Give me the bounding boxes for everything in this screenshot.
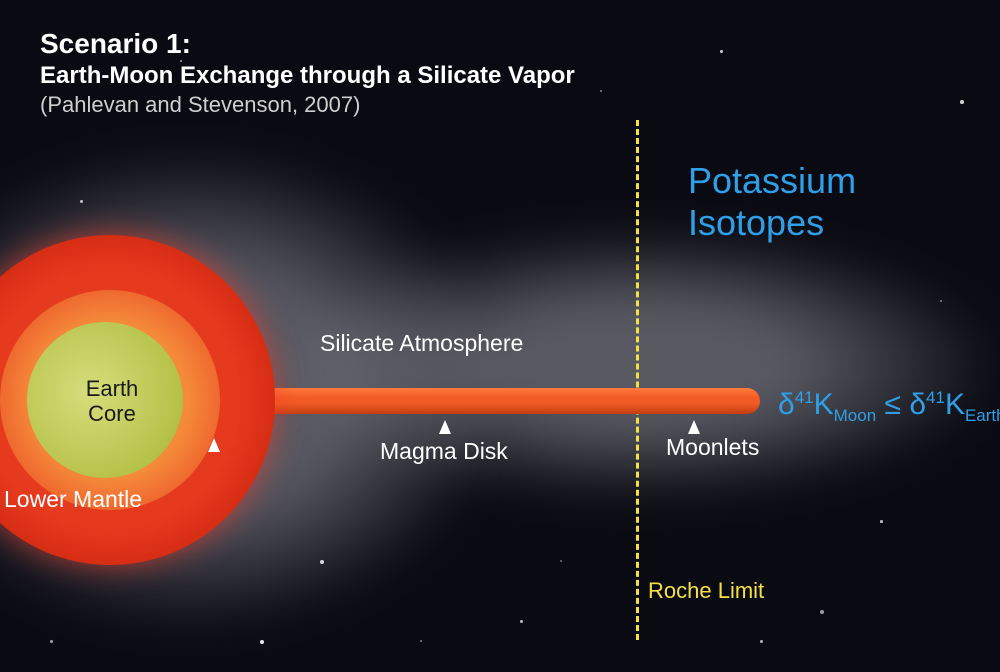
star xyxy=(520,620,523,623)
star xyxy=(880,520,883,523)
star xyxy=(960,100,964,104)
eq-sup-2: 41 xyxy=(926,388,945,407)
star xyxy=(720,50,723,53)
eq-k-2: K xyxy=(945,388,965,421)
scenario-number: Scenario 1: xyxy=(40,28,575,60)
arrow-moonlets xyxy=(688,420,700,434)
lower-mantle-label: Lower Mantle xyxy=(4,486,142,513)
roche-limit-label: Roche Limit xyxy=(648,578,764,604)
potassium-isotopes-heading: Potassium Isotopes xyxy=(688,160,1000,244)
eq-sup-1: 41 xyxy=(795,388,814,407)
earth-core-label-line1: Earth xyxy=(86,376,139,401)
scenario-citation: (Pahlevan and Stevenson, 2007) xyxy=(40,92,575,118)
arrow-magma-disk xyxy=(439,420,451,434)
star xyxy=(420,640,422,642)
star xyxy=(50,640,53,643)
eq-delta-1: δ xyxy=(778,388,795,421)
eq-leq: ≤ xyxy=(876,388,909,421)
eq-sub-moon: Moon xyxy=(834,406,877,425)
eq-delta-2: δ xyxy=(909,388,926,421)
magma-disk-label: Magma Disk xyxy=(380,438,508,465)
earth-core-label-line2: Core xyxy=(88,401,136,426)
title-block: Scenario 1: Earth-Moon Exchange through … xyxy=(40,28,575,118)
moonlets-label: Moonlets xyxy=(666,434,759,461)
roche-limit-line xyxy=(636,120,639,640)
scenario-title: Earth-Moon Exchange through a Silicate V… xyxy=(40,62,575,90)
eq-sub-earth: Earth xyxy=(965,406,1000,425)
eq-k-1: K xyxy=(814,388,834,421)
star xyxy=(600,90,602,92)
earth-core-label: Earth Core xyxy=(72,376,152,427)
star xyxy=(820,610,824,614)
isotope-equation: δ41KMoon ≤ δ41KEarth xyxy=(778,388,1000,426)
star xyxy=(260,640,264,644)
arrow-lower-mantle xyxy=(208,438,220,452)
magma-disk xyxy=(250,388,760,414)
star xyxy=(760,640,763,643)
star xyxy=(560,560,562,562)
silicate-atmosphere-label: Silicate Atmosphere xyxy=(320,330,523,357)
